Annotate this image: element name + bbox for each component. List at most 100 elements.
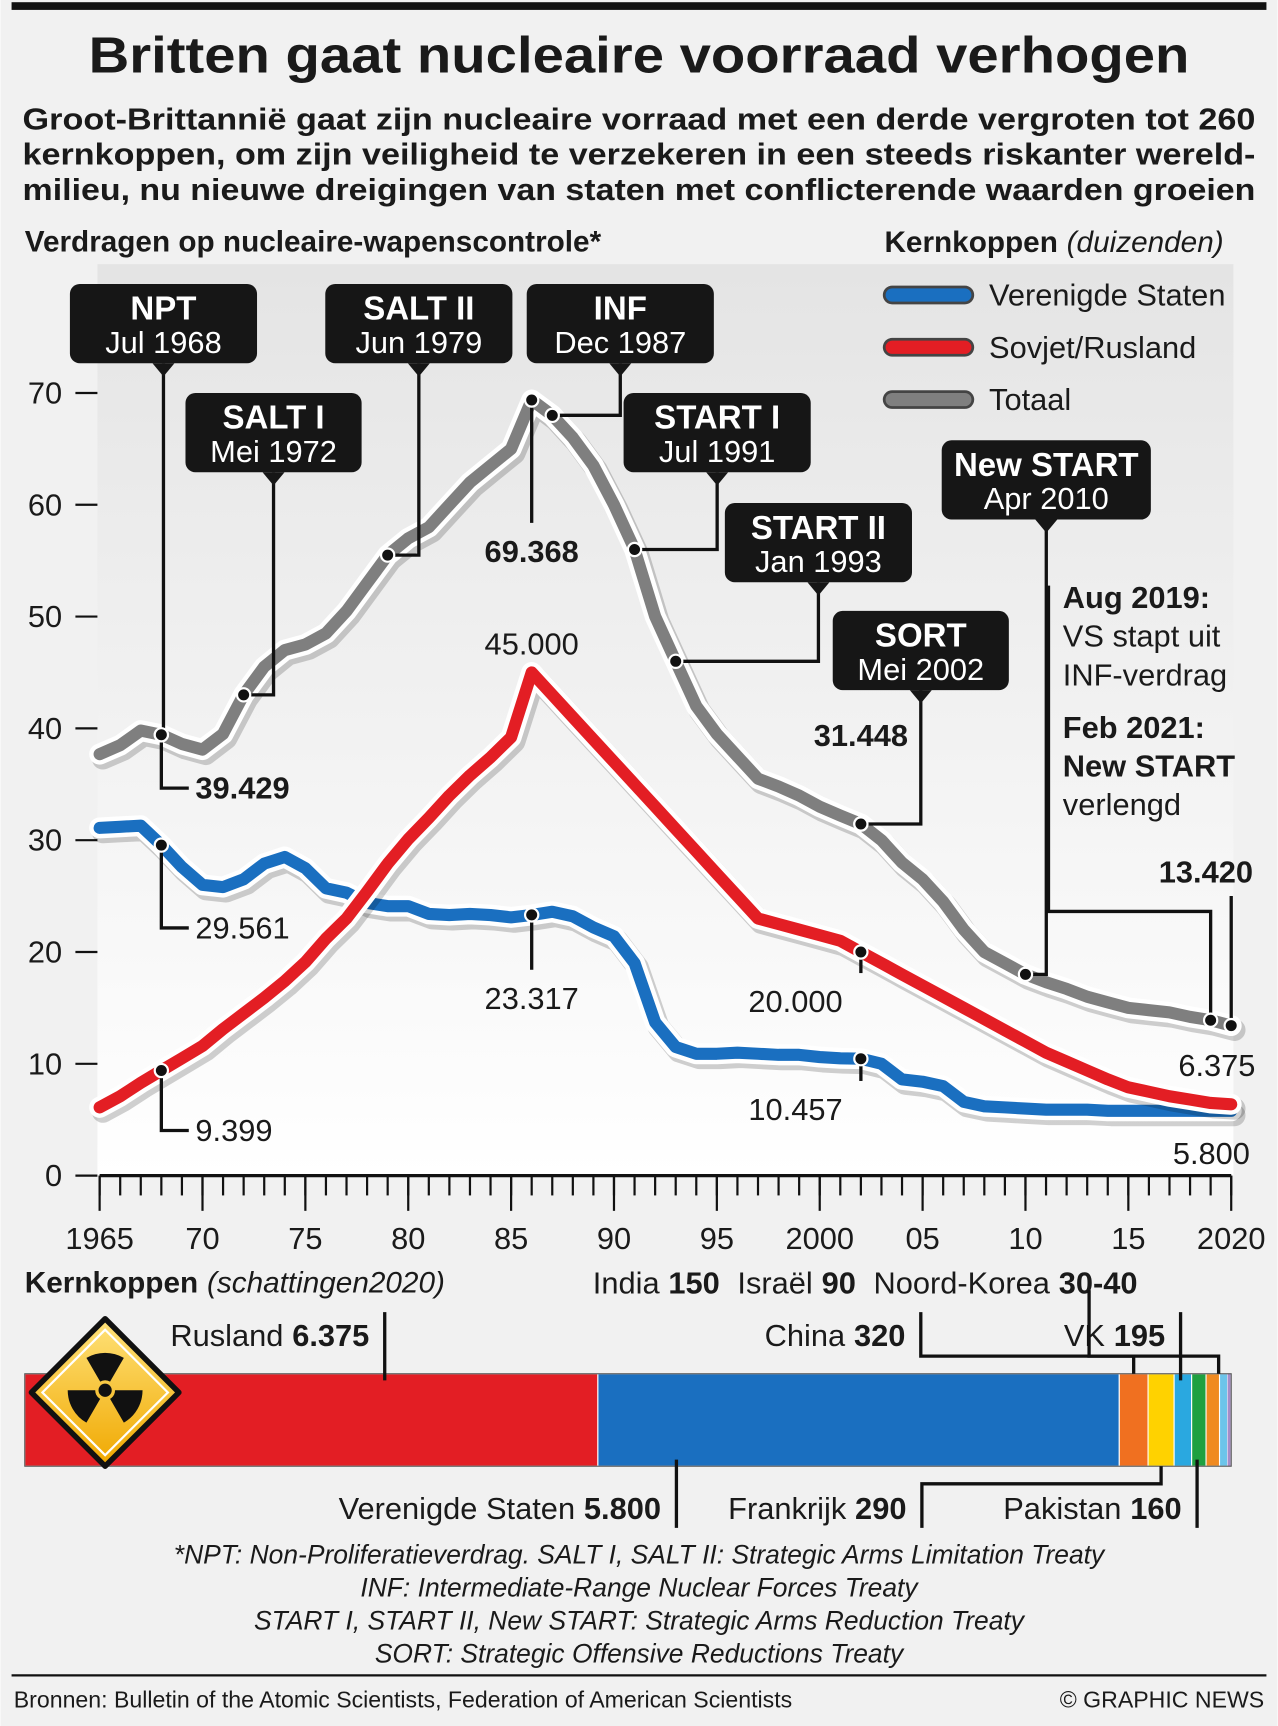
bar-label-name: Noord-Korea bbox=[873, 1265, 1050, 1300]
y-tick-label: 40 bbox=[28, 711, 62, 746]
y-tick-label: 70 bbox=[28, 375, 62, 410]
treaty-leader bbox=[634, 472, 719, 552]
treaty-box bbox=[724, 503, 912, 583]
line bbox=[93, 393, 1238, 1032]
point bbox=[379, 547, 396, 563]
treaty-name: New START bbox=[954, 446, 1139, 483]
treaty-date: Dec 1987 bbox=[554, 325, 686, 360]
point bbox=[544, 407, 560, 424]
treaty-leader bbox=[243, 472, 276, 697]
bar-segment bbox=[1205, 1373, 1221, 1467]
treaty-box bbox=[526, 283, 714, 364]
treaty-leader bbox=[387, 363, 421, 557]
treaty-pointer bbox=[909, 690, 932, 704]
treaty-date: Mei 2002 bbox=[857, 652, 984, 687]
bar-segment bbox=[1218, 1373, 1229, 1467]
bar-outline bbox=[24, 1373, 1232, 1467]
bar-label: China 320 bbox=[765, 1318, 906, 1353]
x-tick-label: 70 bbox=[185, 1221, 219, 1256]
point bbox=[153, 1062, 170, 1079]
x-tick-label: 2020 bbox=[1197, 1221, 1266, 1256]
treaty-date: Jul 1991 bbox=[659, 434, 776, 469]
trefoil-blade bbox=[110, 1390, 143, 1423]
note-line: verlengd bbox=[1063, 787, 1181, 822]
note-line: VS stapt uit bbox=[1063, 619, 1221, 654]
treaty-box bbox=[832, 610, 1009, 691]
y-tick-label: 50 bbox=[28, 599, 62, 634]
point bbox=[1202, 1012, 1219, 1028]
x-tick-label: 15 bbox=[1111, 1221, 1145, 1256]
treaty-leader bbox=[860, 690, 923, 826]
bar-label-name: Verenigde Staten bbox=[339, 1491, 575, 1526]
legend-title: Kernkoppen (duizenden) bbox=[884, 226, 1223, 259]
x-tick-label: 95 bbox=[700, 1221, 734, 1256]
bar-segment bbox=[1227, 1373, 1231, 1467]
point bbox=[523, 907, 540, 923]
value-label: 45.000 bbox=[485, 626, 579, 661]
treaty-box bbox=[325, 283, 513, 364]
bar-leader bbox=[919, 1312, 1136, 1374]
trefoil-center bbox=[98, 1383, 112, 1397]
source: Bronnen: Bulletin of the Atomic Scientis… bbox=[14, 1687, 792, 1713]
line bbox=[93, 819, 1238, 1117]
line bbox=[93, 666, 1238, 1114]
x-tick-label: 05 bbox=[905, 1221, 939, 1256]
point bbox=[853, 1050, 869, 1067]
bar-label-value: 195 bbox=[1114, 1318, 1165, 1353]
bar-subtitle: (schattingen2020) bbox=[207, 1266, 445, 1299]
value-label: 23.317 bbox=[485, 981, 579, 1016]
point bbox=[626, 541, 643, 558]
treaty-box bbox=[941, 440, 1151, 520]
x-tick-label: 10 bbox=[1008, 1221, 1042, 1256]
bar-leader bbox=[920, 1466, 1163, 1528]
bar-segment bbox=[597, 1373, 1120, 1467]
warning-sign-inner bbox=[40, 1328, 170, 1457]
bar-label-value: 150 bbox=[668, 1265, 719, 1300]
bar-label-name: Frankrijk bbox=[728, 1491, 847, 1526]
treaty-pointer bbox=[706, 472, 729, 486]
bar-label-value: 5.800 bbox=[584, 1491, 661, 1526]
x-tick-label: 75 bbox=[288, 1221, 322, 1256]
treaty-leader bbox=[675, 582, 821, 663]
treaty-pointer bbox=[262, 472, 285, 486]
footnote: SORT: Strategic Offensive Reductions Tre… bbox=[375, 1638, 905, 1668]
bar-label-value: 90 bbox=[822, 1265, 856, 1300]
legend-title-text: Kernkoppen bbox=[884, 226, 1057, 259]
treaty-name: START I bbox=[654, 399, 780, 436]
trefoil-blade bbox=[86, 1352, 124, 1382]
bar-segment bbox=[1191, 1373, 1207, 1467]
subtitle-line: milieu, nu nieuwe dreigingen van staten … bbox=[23, 172, 1256, 207]
bar-label-value: 290 bbox=[855, 1491, 906, 1526]
treaty-pointer bbox=[807, 582, 830, 596]
subtitle-line: kernkoppen, om zijn veiligheid te verzek… bbox=[23, 137, 1256, 172]
bar-label-group: India 150 Israël 90 Noord-Korea 30-40 bbox=[593, 1265, 1138, 1300]
value-label: 5.800 bbox=[1173, 1136, 1250, 1171]
footnote: *NPT: Non-Proliferatieverdrag. SALT I, S… bbox=[174, 1539, 1106, 1569]
y-tick-label: 0 bbox=[45, 1158, 62, 1193]
treaty-leader bbox=[552, 363, 622, 417]
bar-segment bbox=[1147, 1373, 1175, 1467]
subtitle-line: Groot-Brittannië gaat zijn nucleaire vor… bbox=[23, 101, 1256, 136]
value-label: 6.375 bbox=[1178, 1048, 1255, 1083]
treaty-pointer bbox=[1035, 519, 1058, 533]
treaty-pointer bbox=[152, 363, 175, 377]
treaty-pointer bbox=[609, 363, 632, 377]
treaty-name: SALT I bbox=[222, 399, 324, 436]
point bbox=[668, 653, 684, 670]
point bbox=[1223, 1017, 1239, 1034]
treaty-name: NPT bbox=[130, 290, 196, 327]
point bbox=[1017, 966, 1034, 983]
value-label: 10.457 bbox=[748, 1092, 842, 1127]
y-tick-label: 10 bbox=[28, 1046, 62, 1081]
x-tick-label: 80 bbox=[391, 1221, 425, 1256]
label-leader bbox=[159, 845, 189, 930]
bar-label-name: China bbox=[765, 1318, 846, 1353]
note-date: Feb 2021: bbox=[1063, 710, 1205, 745]
legend-unit: (duizenden) bbox=[1067, 226, 1224, 259]
treaty-box bbox=[623, 392, 811, 473]
point bbox=[153, 727, 170, 743]
note-line: New START bbox=[1063, 749, 1236, 784]
point bbox=[153, 837, 170, 853]
value-label: 39.429 bbox=[195, 771, 289, 806]
note-line: INF-verdrag bbox=[1063, 657, 1227, 692]
